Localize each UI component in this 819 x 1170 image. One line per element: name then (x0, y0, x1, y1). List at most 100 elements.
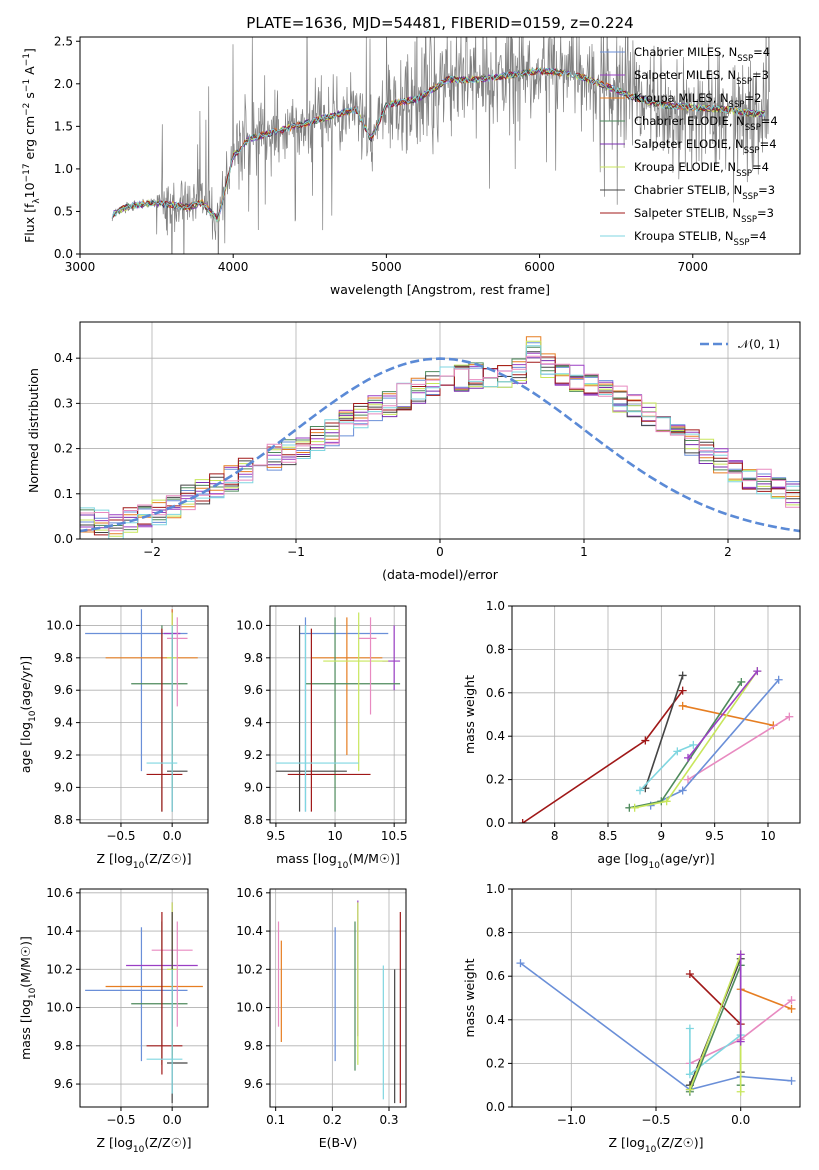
y-tick-label: 9.2 (54, 748, 73, 762)
y-tick-label: 10.4 (236, 924, 263, 938)
model-spectrum-8 (111, 67, 766, 223)
y-tick-label: 9.6 (244, 1077, 263, 1091)
figure-title: PLATE=1636, MJD=54481, FIBERID=0159, z=0… (246, 14, 633, 32)
x-tick-label: 9.5 (266, 829, 285, 843)
weight-marker (753, 667, 762, 676)
legend-label: Chabrier STELIB, NSSP=3 (634, 183, 775, 202)
x-tick-label: 5000 (371, 260, 402, 274)
y-axis-label: mass weight (462, 675, 477, 754)
weight-marker (685, 1024, 694, 1033)
weight-line (687, 670, 758, 759)
x-tick-label: 3000 (65, 260, 96, 274)
x-tick-label: 10 (327, 829, 342, 843)
weight-line (639, 744, 694, 792)
x-tick-label: −1 (287, 545, 305, 559)
x-axis-label: age [log10(age/yr)] (597, 851, 714, 871)
weight-line (644, 675, 684, 789)
x-axis-label: (data-model)/error (382, 567, 499, 582)
y-tick-label: 9.0 (244, 780, 263, 794)
y-tick-label: 2.5 (54, 34, 73, 48)
legend-label: 𝒩(0, 1) (738, 337, 780, 351)
x-axis-label: Z [log10(Z/Z☉)] (608, 1135, 703, 1155)
weight-marker (685, 970, 694, 979)
plot-area-age_vs_mass (275, 612, 401, 812)
plot-area-mass_weight_vs_Z (516, 950, 796, 1096)
y-tick-label: 9.8 (244, 651, 263, 665)
plot-area-spectrum (111, 37, 770, 254)
y-tick-label: 10.2 (46, 962, 73, 976)
weight-marker (678, 701, 687, 710)
y-tick-label: 1.0 (486, 882, 505, 896)
axes-frame (511, 605, 801, 824)
y-tick-label: 8.8 (244, 813, 263, 827)
weight-marker (785, 712, 794, 721)
weight-marker (678, 686, 687, 695)
x-tick-label: 1 (580, 545, 588, 559)
y-tick-label: 0.0 (54, 532, 73, 546)
axes-frame (269, 888, 407, 1108)
y-axis-label: mass [log10(M/M☉)] (18, 936, 38, 1060)
weight-marker (630, 803, 639, 812)
panel-mass_weight_vs_age: 8 8.5 9 9.5 10 0.0 0.2 0.4 0.6 0.8 1.0 age [log10(a… (462, 599, 801, 871)
panel-spectrum: 3000 4000 5000 6000 7000 0.0 0.5 1.0 1.5 2.0 2.5 wa… (22, 34, 801, 297)
y-tick-label: 9.0 (54, 780, 73, 794)
weight-marker (662, 797, 671, 806)
x-axis-label: Z [log10(Z/Z☉)] (96, 1135, 191, 1155)
weight-marker (673, 747, 682, 756)
x-tick-label: 8 (551, 829, 559, 843)
weight-marker (774, 675, 783, 684)
panel-mass_vs_EBV: 0.1 0.2 0.3 9.6 9.8 10.0 10.2 10.4 10.6 E(B-V) (236, 886, 407, 1150)
x-tick-label: −2 (143, 545, 161, 559)
weight-line (740, 988, 792, 1010)
weight-marker (736, 1037, 745, 1046)
y-tick-label: 0.0 (486, 1100, 505, 1114)
y-tick-label: 9.2 (244, 748, 263, 762)
x-tick-label: −0.5 (641, 1113, 670, 1127)
panel-age_vs_mass: 9.5 10 10.5 8.8 9.0 9.2 9.4 9.6 9.8 10.0 mass [log… (236, 605, 408, 871)
x-tick-label: 7000 (677, 260, 708, 274)
axes-frame (79, 888, 209, 1108)
x-tick-label: 0 (436, 545, 444, 559)
y-tick-label: 10.6 (46, 886, 73, 900)
x-axis-label: Z [log10(Z/Z☉)] (96, 851, 191, 871)
y-tick-label: 10.2 (236, 962, 263, 976)
y-tick-label: 0.2 (486, 773, 505, 787)
x-tick-label: −0.5 (106, 829, 135, 843)
y-tick-label: 0.0 (54, 247, 73, 261)
x-tick-label: 6000 (524, 260, 555, 274)
weight-line (689, 973, 742, 1025)
y-tick-label: 10.4 (46, 924, 73, 938)
x-tick-label: 2 (724, 545, 732, 559)
weight-marker (641, 736, 650, 745)
legend-label: Chabrier ELODIE, NSSP=4 (634, 114, 778, 133)
plot-area-mass_weight_vs_age (518, 667, 794, 823)
y-tick-label: 8.8 (54, 813, 73, 827)
x-tick-label: 0.3 (379, 1113, 398, 1127)
x-axis-label: E(B-V) (319, 1135, 358, 1150)
y-tick-label: 9.8 (244, 1039, 263, 1053)
weight-marker (736, 1087, 745, 1096)
y-tick-label: 0.8 (486, 926, 505, 940)
panel-mass_weight_vs_Z: −1.0 −0.5 0.0 0.0 0.2 0.4 0.6 0.8 1.0 Z [log10(Z/… (462, 882, 801, 1155)
y-tick-label: 10.0 (236, 618, 263, 632)
x-tick-label: 0.0 (163, 829, 182, 843)
x-tick-label: 0.1 (266, 1113, 285, 1127)
x-axis-label: wavelength [Angstrom, rest frame] (330, 282, 550, 297)
plot-area-mass_vs_Z (85, 902, 203, 1104)
x-tick-label: −1.0 (557, 1113, 586, 1127)
panel-mass_vs_Z: −0.5 0.0 9.6 9.8 10.0 10.2 10.4 10.6 Z [log10(Z/… (18, 886, 209, 1155)
legend-label: Chabrier MILES, NSSP=4 (634, 45, 770, 64)
legend-label: Kroupa STELIB, NSSP=4 (634, 229, 766, 248)
y-tick-label: 0.8 (486, 642, 505, 656)
weight-marker (518, 819, 527, 823)
weight-marker (685, 1085, 694, 1094)
x-axis-label: mass [log10(M/M☉)] (276, 851, 400, 871)
y-tick-label: 0.4 (486, 729, 505, 743)
weight-marker (684, 753, 692, 762)
y-tick-label: 9.6 (54, 683, 73, 697)
y-tick-label: 0.4 (54, 351, 73, 365)
weight-marker (787, 1004, 796, 1013)
legend-label: Salpeter STELIB, NSSP=3 (634, 206, 774, 225)
y-tick-label: 0.6 (486, 686, 505, 700)
y-axis-label: Flux [fλ10−17 erg cm−2 s−1 A−1] (22, 48, 42, 243)
